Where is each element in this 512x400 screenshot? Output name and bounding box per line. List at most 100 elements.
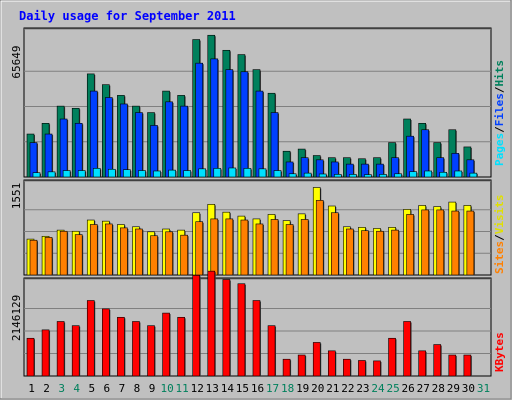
bar-pages-day-15 bbox=[243, 168, 252, 178]
bar-sites-day-9 bbox=[150, 235, 158, 276]
bar-pages-day-9 bbox=[153, 170, 161, 178]
x-label-day-7: 7 bbox=[119, 382, 126, 395]
bar-pages-day-24 bbox=[379, 174, 387, 178]
bar-sites-day-26 bbox=[406, 214, 414, 276]
x-label-day-27: 27 bbox=[417, 382, 430, 395]
bar-pages-day-13 bbox=[213, 168, 222, 178]
bar-pages-day-3 bbox=[62, 170, 71, 178]
bar-kbytes-day-10 bbox=[162, 312, 170, 377]
x-label-day-9: 9 bbox=[149, 382, 156, 395]
bar-kbytes-day-2 bbox=[41, 329, 50, 377]
legend-kbytes: KBytes bbox=[493, 332, 506, 372]
bar-kbytes-day-24 bbox=[373, 360, 381, 377]
x-label-day-13: 13 bbox=[206, 382, 219, 395]
x-label-day-16: 16 bbox=[251, 382, 264, 395]
x-label-day-15: 15 bbox=[236, 382, 249, 395]
bar-kbytes-day-17 bbox=[267, 325, 276, 377]
bar-kbytes-day-5 bbox=[86, 300, 95, 377]
bar-files-day-10 bbox=[165, 101, 173, 178]
x-label-day-20: 20 bbox=[311, 382, 324, 395]
bar-files-day-1 bbox=[29, 142, 38, 178]
bar-sites-day-2 bbox=[44, 237, 53, 276]
bar-pages-day-4 bbox=[77, 170, 86, 178]
x-label-day-24: 24 bbox=[371, 382, 385, 395]
x-axis-labels: 1 2 3 4 5 6 7 8 9 10 11 12 13 14 15 16 17 18 19 20 21 22 23 24 2… bbox=[28, 382, 490, 395]
bar-kbytes-day-19 bbox=[297, 354, 306, 377]
bar-sites-day-28 bbox=[436, 209, 445, 276]
bar-pages-day-10 bbox=[168, 169, 176, 178]
bar-sites-day-30 bbox=[466, 210, 475, 276]
bar-kbytes-day-7 bbox=[117, 316, 125, 377]
bar-pages-day-2 bbox=[47, 171, 56, 178]
bar-pages-day-5 bbox=[92, 168, 101, 178]
x-label-day-19: 19 bbox=[296, 382, 309, 395]
bar-pages-day-22 bbox=[349, 174, 357, 178]
bar-pages-day-11 bbox=[183, 170, 191, 178]
bar-pages-day-23 bbox=[364, 174, 372, 178]
bar-pages-day-12 bbox=[198, 168, 207, 178]
bar-pages-day-30 bbox=[469, 172, 478, 178]
bar-kbytes-day-30 bbox=[463, 354, 472, 377]
x-label-day-31: 31 bbox=[477, 382, 490, 395]
bar-sites-day-8 bbox=[135, 228, 143, 276]
bar-kbytes-day-28 bbox=[433, 344, 442, 377]
bar-kbytes-day-26 bbox=[403, 321, 411, 377]
bar-files-day-17 bbox=[270, 112, 279, 178]
bar-files-day-26 bbox=[406, 135, 414, 178]
bar-kbytes-day-6 bbox=[102, 308, 110, 377]
visits-max-label: 1551 bbox=[10, 183, 23, 210]
x-label-day-12: 12 bbox=[191, 382, 204, 395]
bar-files-day-12 bbox=[195, 62, 204, 178]
x-label-day-1: 1 bbox=[28, 382, 35, 395]
bar-files-day-16 bbox=[255, 90, 264, 178]
x-label-day-23: 23 bbox=[356, 382, 369, 395]
bar-sites-day-20 bbox=[315, 200, 324, 276]
bar-sites-day-25 bbox=[391, 229, 399, 276]
bar-pages-day-1 bbox=[32, 172, 41, 178]
bar-kbytes-day-12 bbox=[192, 275, 201, 377]
bar-pages-day-26 bbox=[409, 171, 417, 178]
bar-kbytes-day-9 bbox=[147, 325, 155, 377]
x-label-day-5: 5 bbox=[88, 382, 95, 395]
bar-pages-day-28 bbox=[439, 171, 448, 178]
bar-kbytes-day-22 bbox=[343, 358, 351, 377]
x-label-day-25: 25 bbox=[386, 382, 399, 395]
bar-files-day-2 bbox=[44, 133, 53, 178]
bar-sites-day-23 bbox=[361, 230, 369, 276]
bar-kbytes-day-20 bbox=[312, 342, 321, 377]
x-label-day-29: 29 bbox=[447, 382, 460, 395]
bar-files-day-15 bbox=[240, 71, 249, 178]
bar-sites-day-24 bbox=[376, 230, 384, 276]
legend-hits-files-pages: Pages/Files/Hits bbox=[493, 60, 506, 166]
x-label-day-3: 3 bbox=[58, 382, 65, 395]
bar-kbytes-day-27 bbox=[418, 350, 426, 377]
bar-files-day-8 bbox=[135, 112, 143, 178]
bar-sites-day-12 bbox=[195, 221, 204, 276]
legend-sites: Sites bbox=[493, 241, 506, 274]
x-label-day-17: 17 bbox=[266, 382, 279, 395]
legend-visits-sites: Sites/Visits bbox=[493, 195, 506, 275]
x-label-day-14: 14 bbox=[221, 382, 235, 395]
bar-sites-day-18 bbox=[285, 224, 294, 276]
x-label-day-11: 11 bbox=[176, 382, 189, 395]
legend-visits: Visits bbox=[493, 195, 506, 235]
bar-kbytes-day-13 bbox=[207, 270, 216, 377]
bar-kbytes-day-16 bbox=[252, 300, 261, 377]
bar-files-day-27 bbox=[421, 129, 429, 178]
bar-files-day-7 bbox=[120, 103, 128, 178]
bar-kbytes-day-14 bbox=[222, 279, 231, 377]
x-label-day-30: 30 bbox=[462, 382, 475, 395]
bar-pages-day-27 bbox=[424, 170, 432, 178]
hits-max-label: 65649 bbox=[10, 45, 23, 78]
bar-sites-day-6 bbox=[105, 223, 113, 276]
bar-sites-day-11 bbox=[180, 234, 188, 276]
bar-sites-day-5 bbox=[89, 224, 98, 276]
x-label-day-8: 8 bbox=[134, 382, 141, 395]
bar-files-day-13 bbox=[210, 58, 219, 178]
bar-sites-day-22 bbox=[346, 228, 354, 276]
bar-pages-day-20 bbox=[318, 173, 327, 178]
bar-pages-day-17 bbox=[273, 170, 282, 178]
bar-files-day-5 bbox=[89, 90, 98, 178]
bar-kbytes-day-25 bbox=[388, 337, 396, 377]
